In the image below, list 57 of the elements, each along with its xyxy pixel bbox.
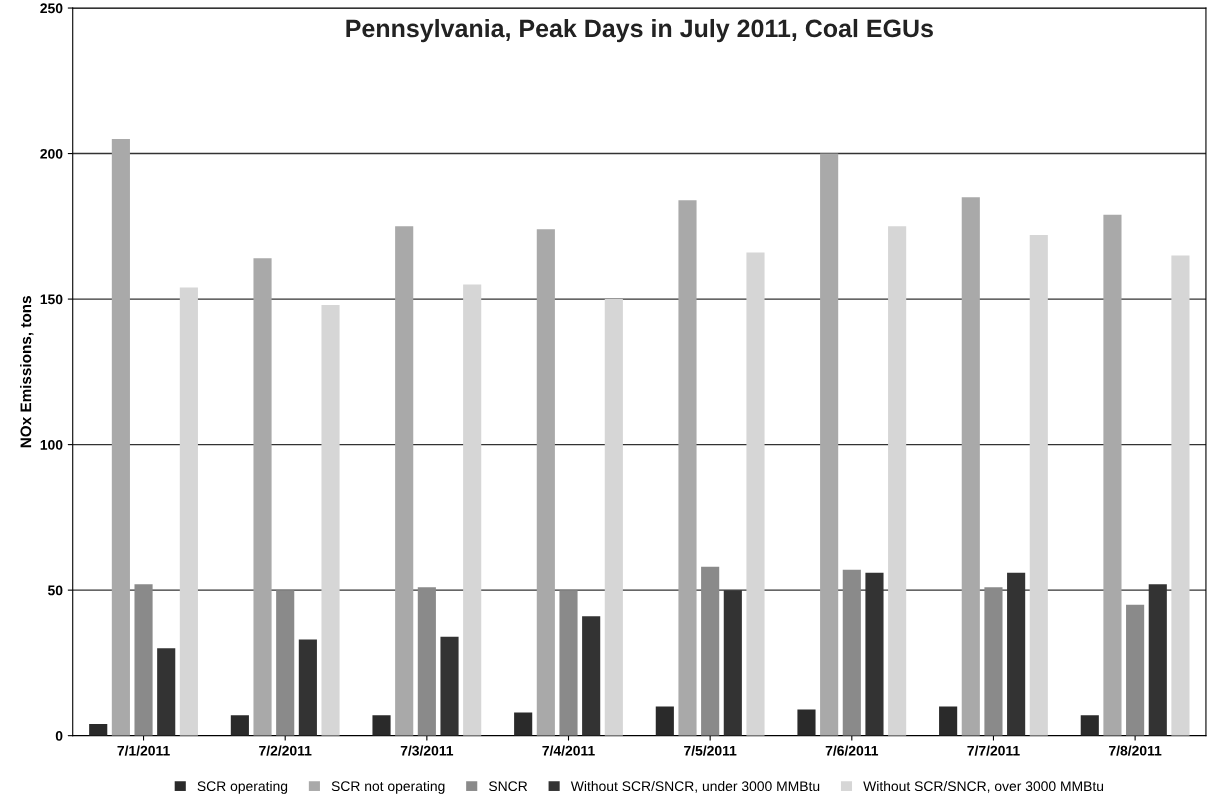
x-tick-label: 7/3/2011: [400, 745, 454, 756]
bar: [797, 709, 816, 736]
bar: [746, 252, 765, 736]
bar: [372, 715, 391, 736]
x-tick-label: 7/8/2011: [1109, 745, 1162, 756]
bar: [604, 299, 623, 736]
bar: [230, 715, 249, 736]
y-tick-label: 150: [40, 294, 63, 305]
bar: [536, 229, 555, 736]
bar: [111, 139, 130, 736]
bar: [559, 590, 578, 736]
bar: [179, 287, 198, 736]
bar: [463, 284, 482, 736]
legend-label: SCR operating: [197, 780, 288, 794]
bar: [298, 639, 317, 736]
y-tick-label: 50: [47, 585, 63, 596]
legend-label: Without SCR/SNCR, under 3000 MMBtu: [570, 780, 820, 793]
x-tick-label: 7/5/2011: [684, 745, 737, 756]
y-tick-label: 200: [40, 148, 63, 159]
x-tick-label: 7/2/2011: [259, 745, 312, 756]
bar: [820, 153, 839, 736]
bar: [842, 569, 861, 736]
bar: [276, 590, 295, 736]
legend-label: SCR not operating: [331, 780, 445, 794]
bar: [984, 587, 1003, 736]
bar: [253, 258, 272, 736]
bar: [395, 226, 414, 736]
legend-label: Without SCR/SNCR, over 3000 MMBtu: [863, 780, 1104, 793]
y-tick-label: 250: [40, 3, 63, 14]
bar: [157, 648, 176, 736]
y-tick-label: 0: [55, 730, 63, 741]
bar: [89, 724, 108, 736]
y-tick-label: 100: [40, 439, 63, 450]
legend-label: SNCR: [489, 781, 528, 792]
bar: [440, 636, 459, 736]
y-axis-title: NOx Emissions, tons: [20, 296, 34, 448]
bar: [655, 706, 674, 736]
bar: [1171, 255, 1190, 736]
bar: [514, 712, 533, 736]
bar: [701, 566, 720, 736]
bar: [321, 304, 340, 736]
bar: [1126, 604, 1145, 736]
chart-title: Pennsylvania, Peak Days in July 2011, Coal EGUs: [346, 18, 933, 43]
bar: [888, 226, 907, 736]
bar: [678, 200, 697, 736]
x-tick-label: 7/1/2011: [117, 745, 170, 756]
x-tick-label: 7/4/2011: [542, 745, 595, 756]
x-tick-label: 7/6/2011: [825, 745, 879, 756]
bar: [1103, 214, 1122, 736]
bar: [1080, 715, 1099, 736]
bar: [134, 584, 153, 736]
bar: [939, 706, 958, 736]
bar: [417, 587, 436, 736]
bar: [582, 616, 601, 736]
bar: [1029, 235, 1048, 736]
bar: [961, 197, 980, 736]
x-tick-label: 7/7/2011: [967, 745, 1020, 756]
